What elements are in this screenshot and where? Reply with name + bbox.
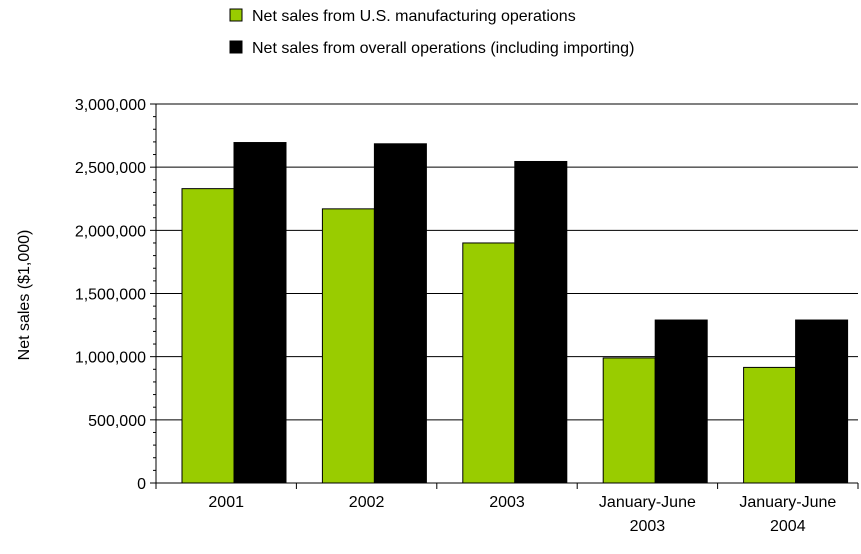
y-tick-label: 1,000,000 [75, 350, 146, 367]
legend-label: Net sales from U.S. manufacturing operat… [252, 8, 576, 25]
y-tick-label: 2,500,000 [75, 160, 146, 177]
legend-swatch [229, 8, 243, 22]
bar-us-manufacturing-4 [743, 366, 797, 484]
legend-label: Net sales from overall operations (inclu… [252, 40, 634, 57]
bar-overall-4 [795, 319, 849, 484]
legend: Net sales from U.S. manufacturing operat… [229, 8, 634, 57]
axes [150, 103, 859, 489]
bar-us-manufacturing-3 [602, 357, 656, 484]
y-axis-ticks: 0 500,000 1,000,000 1,500,000 2,000,000 2,500… [75, 97, 146, 493]
bar-us-manufacturing-2 [462, 242, 516, 484]
bar-us-manufacturing-1 [321, 208, 375, 484]
x-tick-label: 2001 [208, 494, 244, 511]
x-tick-label: 2003 [489, 494, 525, 511]
bar-overall-0 [233, 142, 287, 484]
y-tick-label: 1,500,000 [75, 287, 146, 304]
y-tick-label: 2,000,000 [75, 223, 146, 240]
x-tick-label: January-June 2003 [599, 494, 696, 535]
x-axis-ticks: 2001 2002 2003 January-June 2003 January-June… [208, 494, 836, 535]
bar-overall-3 [654, 319, 708, 484]
x-tick-label: 2002 [349, 494, 385, 511]
x-tick-label: January-June 2004 [739, 494, 836, 535]
y-tick-label: 0 [137, 476, 146, 493]
bar-overall-2 [514, 160, 568, 484]
bars [181, 142, 849, 484]
y-tick-label: 3,000,000 [75, 97, 146, 114]
legend-swatch [229, 40, 243, 54]
y-tick-label: 500,000 [88, 413, 146, 430]
bar-overall-1 [373, 143, 427, 484]
bar-us-manufacturing-0 [181, 188, 235, 484]
y-axis-label: Net sales ($1,000) [16, 230, 33, 361]
